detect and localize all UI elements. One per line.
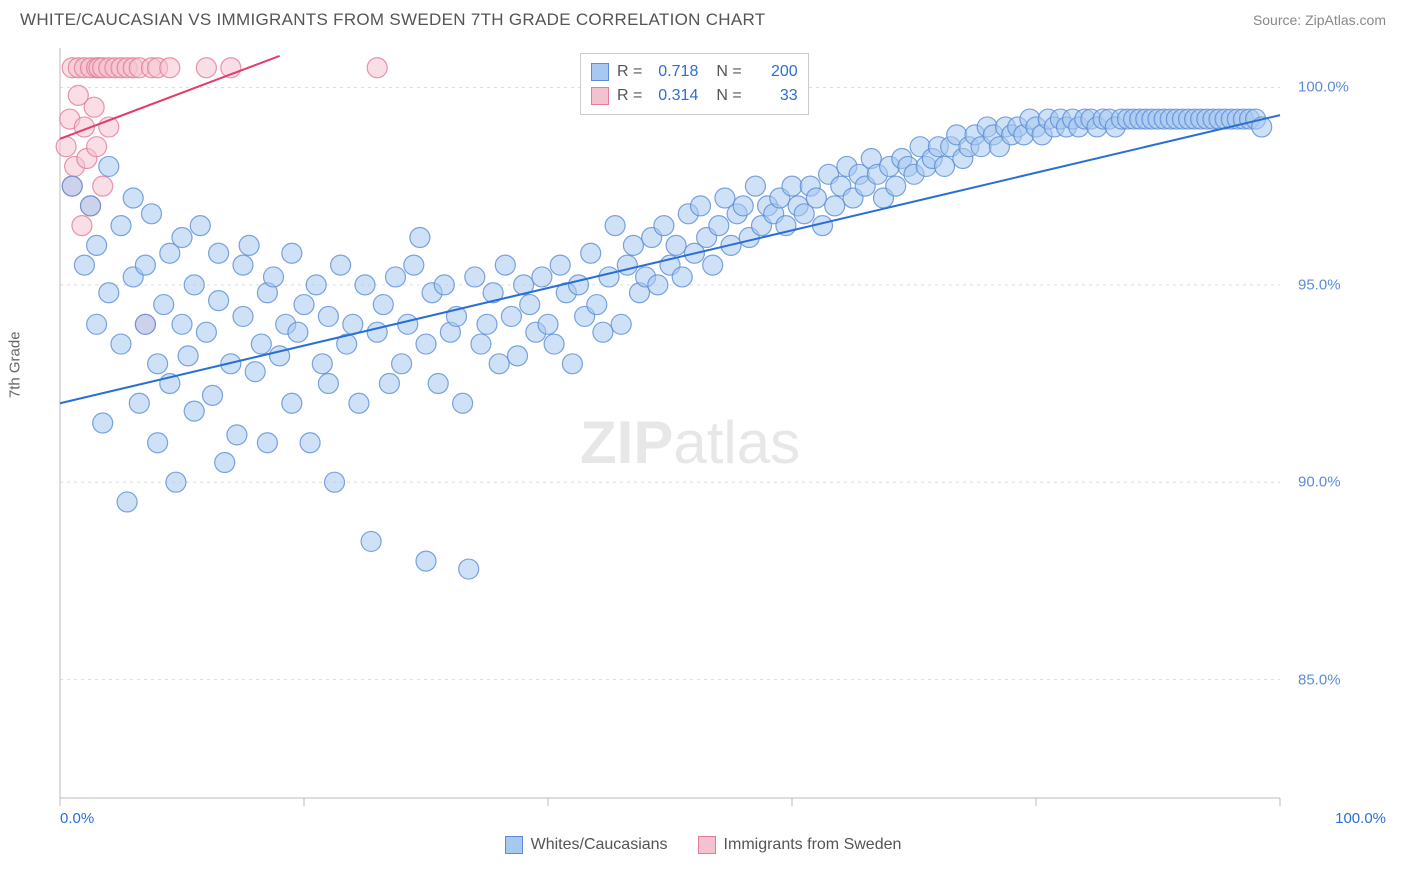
stats-swatch: [591, 87, 609, 105]
x-max-label: 100.0%: [1335, 810, 1386, 827]
legend-swatch-a: [505, 836, 523, 854]
stats-n-value: 200: [750, 60, 798, 84]
legend-swatch-b: [698, 836, 716, 854]
stats-r-label: R =: [617, 60, 642, 84]
stats-legend-box: R = 0.718 N = 200 R = 0.314 N = 33: [580, 53, 809, 115]
legend-label-a: Whites/Caucasians: [531, 836, 668, 854]
x-min-label: 0.0%: [60, 810, 94, 827]
y-tick-label: 90.0%: [1298, 474, 1341, 491]
stats-r-value: 0.718: [650, 60, 698, 84]
stats-n-label: N =: [716, 60, 741, 84]
stats-row: R = 0.718 N = 200: [591, 60, 798, 84]
stats-swatch: [591, 63, 609, 81]
stats-n-value: 33: [750, 84, 798, 108]
y-tick-label: 85.0%: [1298, 671, 1341, 688]
stats-n-label: N =: [716, 84, 741, 108]
legend-label-b: Immigrants from Sweden: [724, 836, 902, 854]
chart-area: 7th Grade ZIPatlas R =0.718N =200R =0.31…: [20, 38, 1386, 808]
y-tick-label: 95.0%: [1298, 276, 1341, 293]
stats-row: R = 0.314 N = 33: [591, 84, 798, 108]
y-axis-title: 7th Grade: [7, 331, 24, 398]
bottom-legend: Whites/Caucasians Immigrants from Sweden: [0, 836, 1406, 854]
stats-r-value: 0.314: [650, 84, 698, 108]
scatter-plot: [20, 38, 1326, 808]
chart-title: WHITE/CAUCASIAN VS IMMIGRANTS FROM SWEDE…: [20, 10, 765, 30]
stats-r-label: R =: [617, 84, 642, 108]
legend-item-b: Immigrants from Sweden: [698, 836, 902, 854]
chart-source: Source: ZipAtlas.com: [1253, 12, 1386, 28]
chart-header: WHITE/CAUCASIAN VS IMMIGRANTS FROM SWEDE…: [0, 0, 1406, 38]
x-axis-extremes: 0.0% 100.0%: [60, 810, 1386, 830]
legend-item-a: Whites/Caucasians: [505, 836, 668, 854]
y-tick-label: 100.0%: [1298, 79, 1349, 96]
